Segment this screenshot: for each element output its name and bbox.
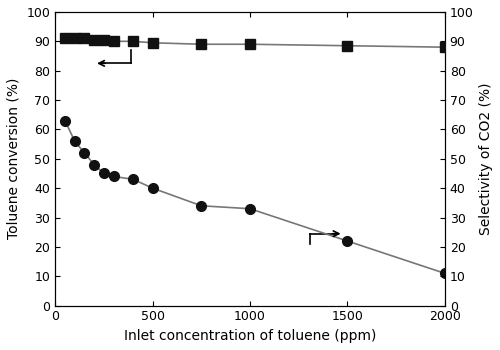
Y-axis label: Selectivity of CO2 (%): Selectivity of CO2 (%) (479, 83, 493, 235)
Y-axis label: Toluene conversion (%): Toluene conversion (%) (7, 78, 21, 239)
X-axis label: Inlet concentration of toluene (ppm): Inlet concentration of toluene (ppm) (124, 329, 376, 343)
